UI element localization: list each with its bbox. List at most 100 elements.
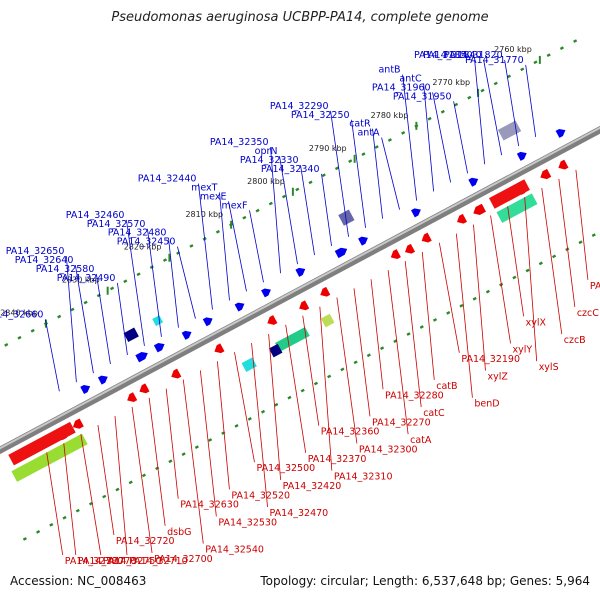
scale-dot-top [321, 173, 326, 178]
scale-tick-label: 2820 kbp [124, 243, 162, 252]
scale-dot-top [533, 60, 538, 65]
scale-dot-bottom [115, 487, 120, 492]
gene-arrow-reverse [558, 159, 569, 170]
callout-line-top [321, 173, 332, 247]
gene-label-bottom: xylX [526, 317, 547, 328]
gene-label-bottom: PA14_32750 [103, 556, 162, 567]
gene-arrow-reverse [299, 300, 310, 311]
scale-dot-bottom [419, 325, 424, 329]
scale-dot-bottom [366, 353, 371, 358]
scale-dot-bottom [313, 381, 318, 386]
callout-line-bottom [558, 178, 576, 308]
scale-dot-bottom [49, 522, 54, 527]
callout-line-top [402, 74, 417, 201]
scale-dot-top [295, 187, 300, 192]
callout-line-top [372, 128, 383, 219]
callout-line-bottom [285, 324, 307, 453]
gene-label-top: PA14_31960 [372, 82, 431, 93]
callout-line-top [96, 273, 111, 365]
gene-arrow-reverse [540, 168, 552, 180]
gene-block-green [11, 433, 88, 482]
callout-line-top [474, 59, 486, 165]
gene-arrow-forward [80, 385, 91, 394]
scale-dot-top [57, 314, 62, 319]
scale-dot-top [110, 286, 115, 291]
gene-arrow-reverse [139, 383, 150, 394]
callout-line-top [126, 219, 145, 346]
gene-label-top: PA14_32250 [291, 110, 350, 121]
callout-line-bottom [148, 397, 166, 526]
scale-dot-top [480, 88, 485, 93]
scale-dot-top [374, 145, 379, 149]
callout-line-bottom [217, 361, 230, 490]
gene-block-cyan [152, 315, 164, 327]
scale-dot-bottom [340, 367, 345, 372]
topology-label: Topology: circular; Length: 6,537,648 bp… [260, 574, 590, 588]
callout-line-top [117, 282, 128, 356]
callout-line-top [75, 265, 94, 374]
gene-label-bottom: PA14_32190 [461, 354, 520, 365]
callout-line-bottom [182, 379, 204, 544]
gene-label-bottom: PA14_32710 [129, 556, 188, 567]
gene-label-bottom: dsbG [167, 527, 191, 538]
gene-label-top: PA14_32460 [66, 210, 125, 221]
scale-dot-bottom [459, 303, 464, 308]
gene-arrow-reverse [456, 213, 468, 224]
gene-label-top: PA14_32440 [138, 174, 197, 185]
scale-dot-top [215, 229, 220, 234]
gene-label-top: PA14_32450 [117, 237, 176, 248]
scale-tick-label: 2810 kbp [185, 210, 223, 219]
scale-dot-bottom [260, 409, 266, 414]
callout-line-top [279, 156, 298, 265]
gene-label-bottom: catC [423, 408, 445, 419]
callout-line-bottom [165, 388, 179, 499]
gene-arrow-forward [411, 208, 421, 218]
gene-arrow-forward [97, 375, 108, 385]
gene-label-top: PA14_32490 [57, 273, 116, 284]
gene-arrow-reverse [390, 249, 401, 259]
scale-tick-label: 2830 kbp [62, 276, 100, 285]
callout-line-top [300, 164, 315, 256]
gene-block-red [8, 421, 76, 466]
callout-line-bottom [336, 297, 358, 444]
gene-label-top: PA14_32350 [210, 137, 269, 148]
scale-dot-top [83, 300, 88, 305]
gene-label-bottom: PA14_32520 [231, 490, 290, 501]
gene-label-top: PA14_31950 [393, 91, 452, 102]
scale-dot-bottom [472, 296, 477, 301]
callout-line-bottom [490, 215, 511, 344]
scale-dot-top [268, 201, 273, 206]
callout-line-top [219, 192, 230, 301]
accession-label: Accession: NC_008463 [10, 574, 147, 588]
gene-block-slate [497, 120, 522, 141]
backbone-line [0, 125, 600, 455]
gene-block-navy [123, 327, 139, 343]
gene-label-bottom: xylZ [487, 372, 508, 383]
callout-line-top [381, 137, 400, 210]
scale-dot-bottom [446, 311, 451, 315]
callout-line-top [228, 201, 247, 292]
scale-dot-bottom [432, 318, 438, 322]
gene-label-bottom: PA14_32720 [116, 536, 175, 547]
backbone-highlight [0, 126, 600, 450]
scale-dot-bottom [128, 480, 133, 485]
scale-dot-bottom [578, 240, 583, 245]
scale-dot-top [4, 342, 9, 347]
callout-line-bottom [404, 260, 422, 408]
gene-arrow-forward [202, 317, 213, 327]
gene-label-top: PA14_31840 [423, 50, 482, 61]
gene-label-top: catR [349, 119, 371, 130]
scale-dot-bottom [393, 339, 398, 343]
scale-dot-bottom [380, 346, 385, 351]
gene-label-top: antB [378, 65, 400, 76]
gene-label-top: PA14_31850 [414, 50, 473, 61]
gene-label-bottom: PA14_32500 [256, 463, 315, 474]
scale-dot-bottom [538, 261, 543, 266]
scale-dot-top [546, 53, 551, 58]
scale-dot-top [559, 46, 564, 50]
scale-tick-label: 2840 kbp [0, 309, 38, 318]
gene-label-bottom: benD [474, 399, 499, 410]
scale-dot-bottom [22, 537, 27, 541]
callout-line-top [423, 83, 434, 192]
